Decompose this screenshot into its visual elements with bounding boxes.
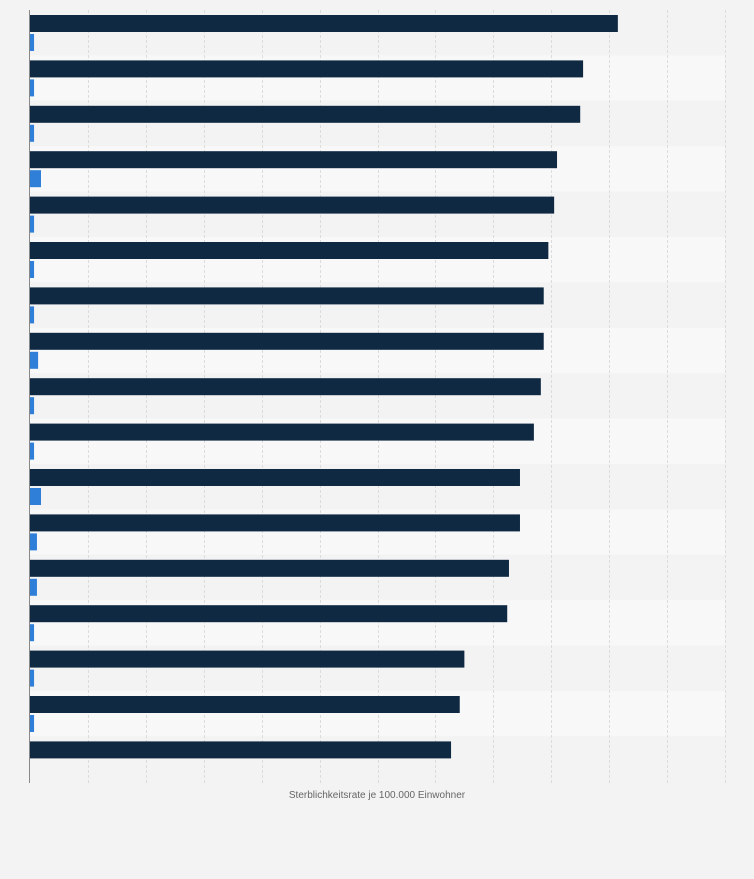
bar-series-1[interactable] (30, 242, 549, 259)
bar-series-1[interactable] (30, 469, 520, 486)
bar-series-2[interactable] (30, 79, 35, 97)
bar-series-2[interactable] (30, 488, 42, 505)
bar-series-2[interactable] (30, 215, 35, 233)
bar-series-1[interactable] (30, 514, 520, 532)
bar-series-2[interactable] (30, 306, 35, 324)
bar-series-1[interactable] (30, 332, 544, 350)
bar-series-2[interactable] (30, 578, 37, 596)
bars (30, 15, 618, 759)
bar-series-2[interactable] (30, 124, 35, 142)
bar-series-2[interactable] (30, 261, 35, 278)
bar-series-2[interactable] (30, 34, 35, 51)
bar-series-1[interactable] (30, 60, 584, 78)
bar-series-2[interactable] (30, 442, 35, 460)
bar-series-1[interactable] (30, 741, 452, 759)
grid-lines (88, 10, 726, 783)
bar-series-1[interactable] (30, 650, 465, 668)
bar-series-1[interactable] (30, 378, 541, 396)
bar-series-1[interactable] (30, 151, 558, 169)
bar-series-1[interactable] (30, 696, 460, 713)
bar-series-1[interactable] (30, 287, 544, 305)
bar-series-2[interactable] (30, 351, 39, 369)
bar-series-2[interactable] (30, 669, 35, 687)
bar-series-2[interactable] (30, 397, 35, 415)
bar-series-1[interactable] (30, 559, 509, 577)
bar-series-1[interactable] (30, 423, 534, 441)
bar-series-2[interactable] (30, 170, 42, 188)
bar-series-1[interactable] (30, 605, 508, 623)
bar-series-1[interactable] (30, 105, 581, 123)
bar-series-2[interactable] (30, 715, 35, 732)
x-axis-label: Sterblichkeitsrate je 100.000 Einwohner (289, 790, 466, 801)
bar-series-1[interactable] (30, 15, 618, 32)
bar-series-2[interactable] (30, 624, 35, 642)
bar-series-1[interactable] (30, 196, 555, 214)
bar-series-2[interactable] (30, 533, 37, 551)
